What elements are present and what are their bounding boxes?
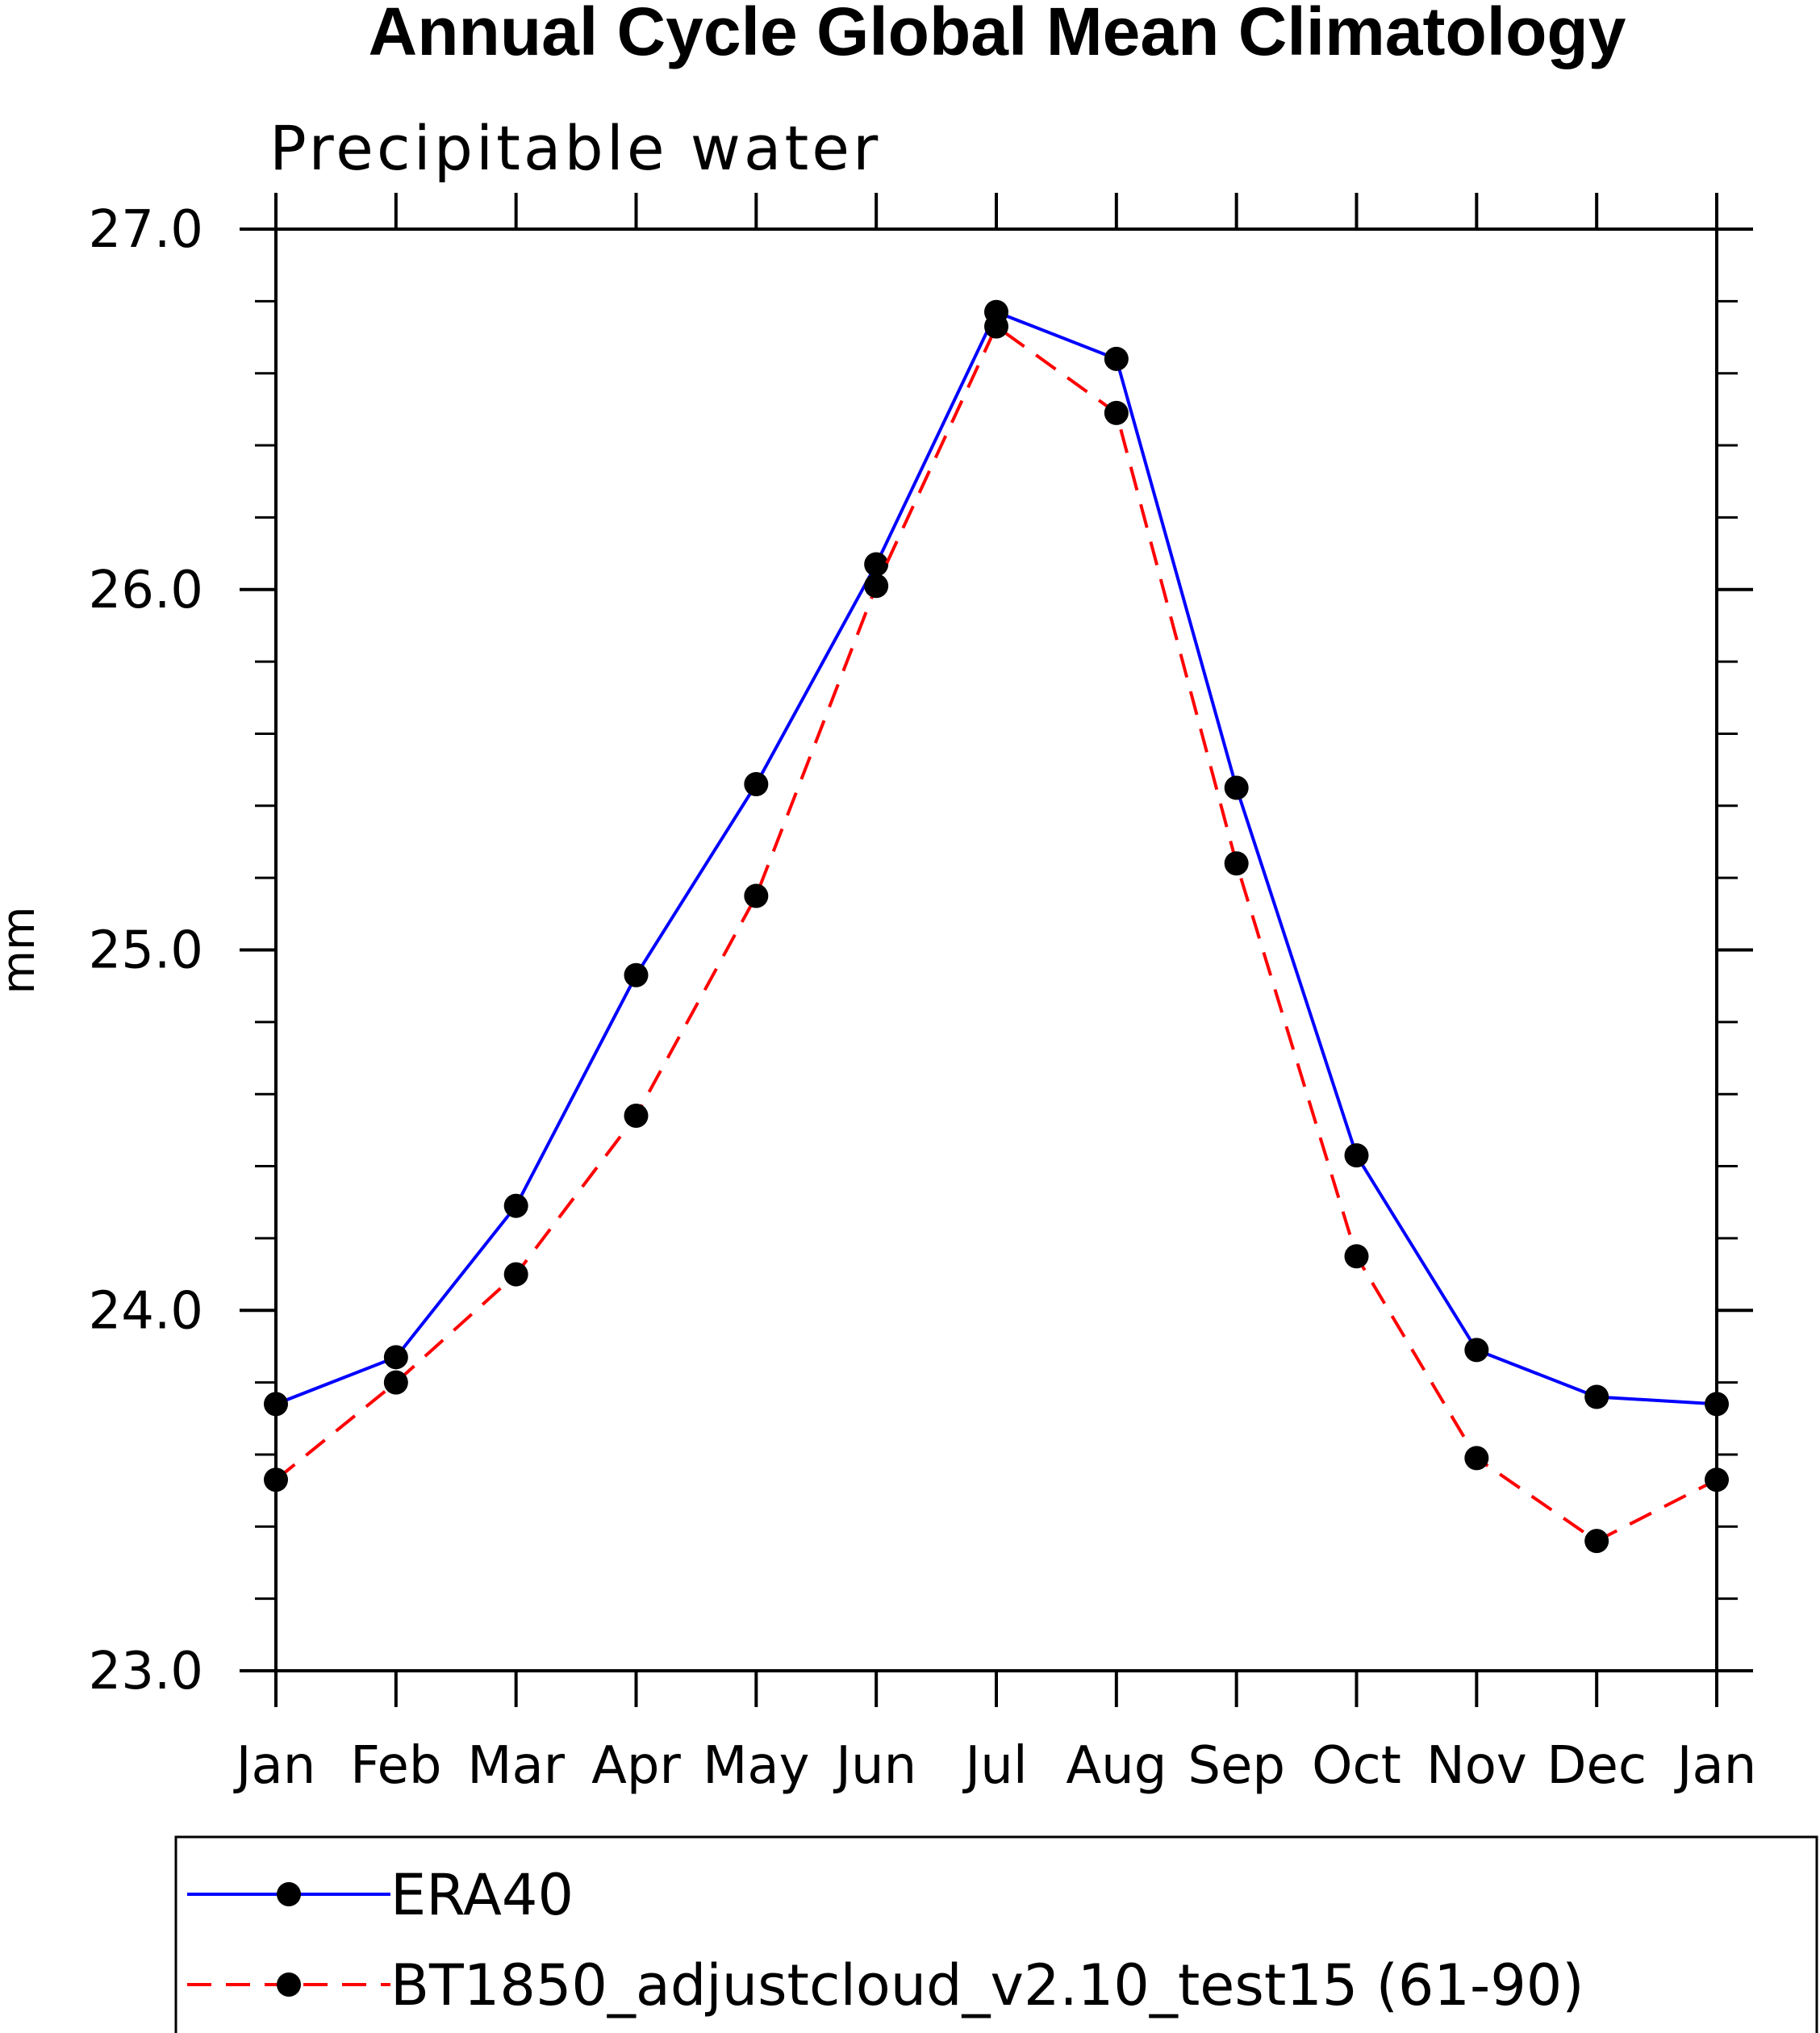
x-tick-label: Feb (350, 1736, 441, 1796)
x-tick-label: Jul (962, 1736, 1027, 1796)
series-point-0 (1224, 775, 1249, 800)
x-tick-label: Nov (1426, 1736, 1527, 1796)
series-point-0 (624, 962, 649, 987)
x-tick-label: May (703, 1736, 809, 1796)
y-tick-label: 27.0 (89, 200, 204, 260)
y-tick-label: 24.0 (89, 1281, 204, 1341)
y-axis-label: mm (0, 906, 45, 994)
x-tick-labels: Jan Feb Mar Apr May Jun Jul Aug Sep Oct Nov Dec Jan (233, 1736, 1757, 1796)
series-point-1 (1224, 851, 1249, 876)
x-tick-label: Jun (833, 1736, 916, 1796)
series-point-1 (1464, 1446, 1489, 1471)
y-tick-label: 26.0 (89, 561, 204, 620)
series-point-0 (1584, 1384, 1609, 1409)
axis-ticks (240, 193, 1753, 1707)
series-point-1 (1705, 1467, 1729, 1492)
legend: ERA40 BT1850_adjustcloud_v2.10_test15 (61… (187, 1862, 1584, 2018)
y-tick-labels: 23.0 24.0 25.0 26.0 27.0 (89, 200, 204, 1701)
series-point-0 (1104, 346, 1129, 371)
x-tick-label: Aug (1066, 1736, 1167, 1796)
series-point-0 (383, 1345, 408, 1370)
series-point-0 (264, 1392, 288, 1417)
series-point-1 (1584, 1529, 1609, 1554)
legend-marker-0 (277, 1882, 301, 1906)
series-point-0 (1344, 1143, 1369, 1168)
legend-marker-1 (277, 1972, 301, 1997)
series-point-1 (744, 883, 769, 908)
series-point-1 (864, 574, 889, 599)
series-point-0 (1705, 1392, 1729, 1417)
series-point-1 (503, 1262, 528, 1287)
series-point-1 (264, 1467, 288, 1492)
series-point-0 (864, 552, 889, 577)
series-point-1 (383, 1370, 408, 1395)
plot-frame (274, 228, 1718, 1672)
x-tick-label: Sep (1188, 1736, 1285, 1796)
x-tick-label: Jan (1674, 1736, 1757, 1796)
x-tick-label: Dec (1547, 1736, 1647, 1796)
series-group (264, 299, 1729, 1554)
legend-box (174, 1835, 1818, 2033)
series-point-1 (1104, 400, 1129, 425)
series-line-0 (275, 310, 1718, 1406)
legend-label-0: ERA40 (390, 1862, 574, 1928)
series-point-0 (1464, 1338, 1489, 1363)
series-point-1 (624, 1104, 649, 1129)
series-point-0 (744, 771, 769, 796)
x-tick-label: Mar (467, 1736, 565, 1796)
x-tick-label: Jan (233, 1736, 316, 1796)
x-tick-label: Oct (1312, 1736, 1401, 1796)
series-point-1 (984, 314, 1008, 339)
chart-title: Annual Cycle Global Mean Climatology (369, 0, 1626, 69)
series-point-1 (1344, 1244, 1369, 1269)
chart-subtitle: Precipitable water (269, 112, 881, 184)
y-tick-label: 25.0 (89, 921, 204, 981)
legend-label-1: BT1850_adjustcloud_v2.10_test15 (61-90) (390, 1952, 1584, 2018)
y-tick-label: 23.0 (89, 1642, 204, 1701)
x-tick-label: Apr (591, 1736, 681, 1796)
series-point-0 (503, 1193, 528, 1218)
